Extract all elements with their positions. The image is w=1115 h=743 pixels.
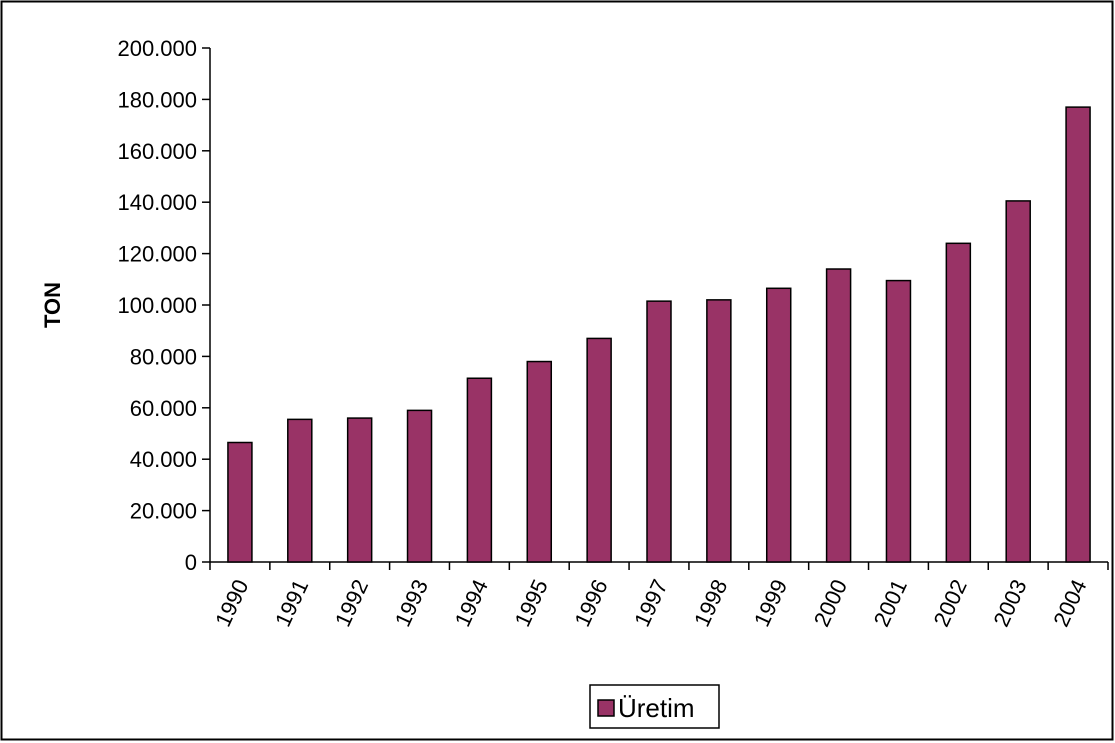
bar-1998	[706, 299, 732, 563]
bar-1993	[406, 409, 433, 563]
bar-1991	[287, 418, 313, 563]
y-tick-label: 120.000	[117, 242, 197, 267]
y-tick-label: 200.000	[117, 36, 197, 61]
bar-2003	[1005, 200, 1031, 563]
y-tick-label: 0	[185, 550, 197, 575]
y-tick-label: 60.000	[130, 396, 197, 421]
y-tick-label: 140.000	[117, 190, 197, 215]
legend-swatch	[597, 699, 615, 717]
y-axis-label: TON	[40, 282, 65, 328]
y-tick-label: 100.000	[117, 293, 197, 318]
legend: Üretim	[589, 684, 720, 729]
bar-2004	[1065, 106, 1091, 563]
bar-1992	[346, 417, 373, 563]
y-tick-label: 180.000	[117, 87, 197, 112]
legend-label: Üretim	[618, 693, 695, 723]
y-tick-label: 20.000	[130, 499, 197, 524]
bar-1997	[646, 300, 672, 563]
bar-1999	[765, 287, 792, 563]
bar-2002	[945, 242, 972, 563]
bar-2000	[825, 268, 852, 563]
y-tick-label: 80.000	[130, 344, 197, 369]
bar-1995	[526, 360, 553, 563]
bar-1994	[466, 377, 493, 563]
y-tick-label: 40.000	[130, 447, 197, 472]
y-tick-label: 160.000	[117, 139, 197, 164]
bar-1990	[227, 441, 253, 563]
bar-1996	[586, 337, 612, 563]
bar-2001	[885, 279, 912, 563]
